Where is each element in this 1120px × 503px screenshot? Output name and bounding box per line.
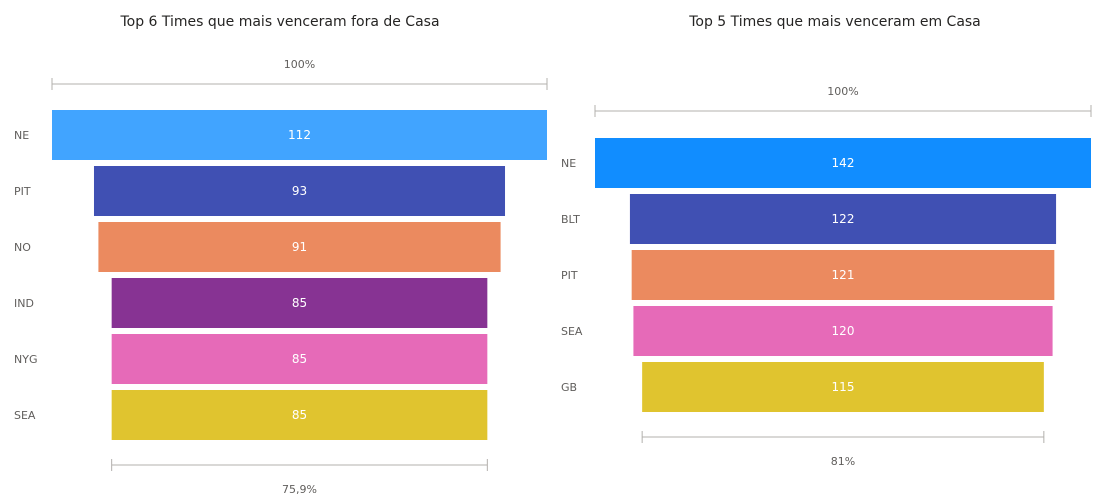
- bottom-bracket: [111, 459, 488, 471]
- category-label: NE: [14, 129, 29, 142]
- funnel-bar-ind[interactable]: [111, 278, 488, 328]
- category-label: PIT: [561, 269, 578, 282]
- funnel-svg: 142 NE 122 BLT 121 PIT 120 SEA 115 GB 100% 81%: [561, 85, 1092, 468]
- data-label: 85: [292, 296, 307, 310]
- data-label: 112: [288, 128, 311, 142]
- funnel-bar-ne[interactable]: [52, 110, 547, 160]
- funnel-bar-gb[interactable]: [642, 362, 1044, 412]
- category-label: BLT: [561, 213, 580, 226]
- bottom-percent-label: 75,9%: [282, 483, 317, 496]
- data-label: 142: [832, 156, 855, 170]
- funnel-bar-sea[interactable]: [633, 306, 1053, 356]
- funnel-bar-blt[interactable]: [629, 194, 1057, 244]
- category-label: NYG: [14, 353, 37, 366]
- data-label: 122: [832, 212, 855, 226]
- bottom-percent-label: 81%: [831, 455, 855, 468]
- chart-title: Top 6 Times que mais venceram fora de Ca…: [120, 14, 440, 30]
- funnel-chart-away-wins: Top 6 Times que mais venceram fora de Ca…: [14, 14, 548, 496]
- funnel-bar-sea[interactable]: [111, 390, 488, 440]
- top-bracket: [594, 105, 1092, 117]
- data-label: 120: [832, 324, 855, 338]
- data-label: 115: [832, 380, 855, 394]
- category-label: PIT: [14, 185, 31, 198]
- funnel-bar-pit[interactable]: [631, 250, 1055, 300]
- funnel-bar-ne[interactable]: [595, 138, 1091, 188]
- category-label: SEA: [14, 409, 36, 422]
- category-label: NO: [14, 241, 31, 254]
- funnel-bar-nyg[interactable]: [111, 334, 488, 384]
- top-percent-label: 100%: [827, 85, 858, 98]
- top-bracket: [51, 78, 548, 90]
- category-label: NE: [561, 157, 576, 170]
- funnel-bar-pit[interactable]: [93, 166, 506, 216]
- funnel-svg: 112 NE 93 PIT 91 NO 85 IND 85 NYG 85 SEA 100% 75,9%: [14, 58, 548, 496]
- category-label: GB: [561, 381, 577, 394]
- category-label: IND: [14, 297, 34, 310]
- data-label: 85: [292, 408, 307, 422]
- top-percent-label: 100%: [284, 58, 315, 71]
- data-label: 85: [292, 352, 307, 366]
- data-label: 91: [292, 240, 307, 254]
- data-label: 121: [832, 268, 855, 282]
- funnel-chart-home-wins: Top 5 Times que mais venceram em Casa 14…: [560, 0, 1120, 503]
- chart-title: Top 5 Times que mais venceram em Casa: [689, 14, 981, 30]
- funnel-bar-no[interactable]: [98, 222, 501, 272]
- bottom-bracket: [641, 431, 1045, 443]
- category-label: SEA: [561, 325, 583, 338]
- data-label: 93: [292, 184, 307, 198]
